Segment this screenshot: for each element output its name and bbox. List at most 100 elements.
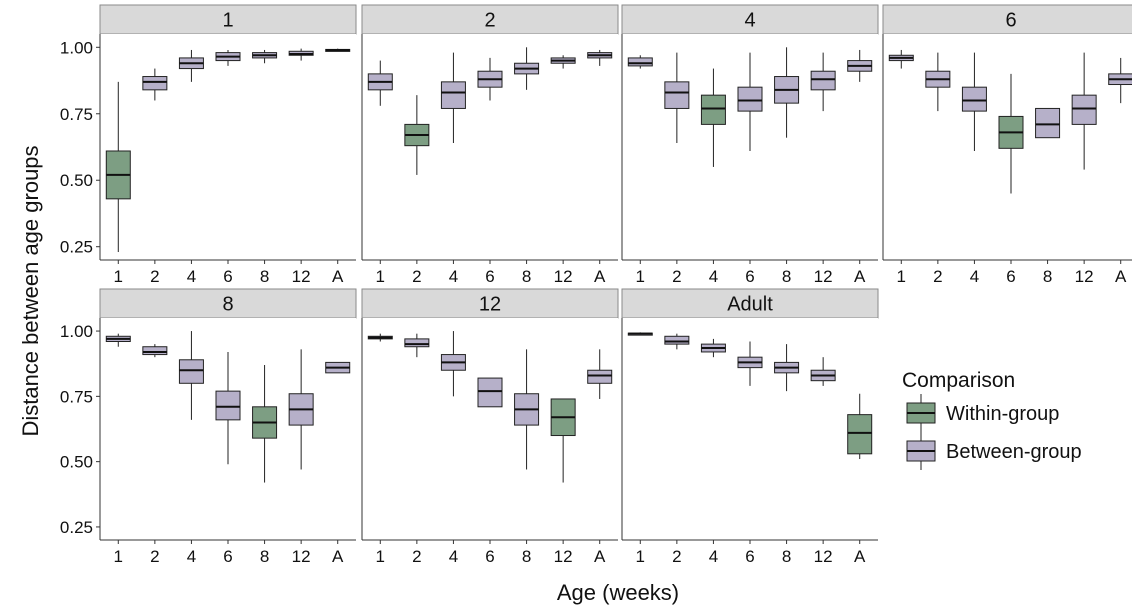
box-body: [700, 94, 726, 125]
box-body: [404, 338, 430, 348]
box-between: [105, 333, 131, 347]
x-tick-label: 8: [1043, 267, 1052, 286]
x-tick-label: 4: [709, 547, 718, 566]
facet-panel: 121 2 4 6 8 12 A: [361, 288, 619, 566]
x-tick-label: 4: [970, 267, 979, 286]
x-tick-label: 6: [745, 547, 754, 566]
facet-strip-label: 2: [484, 10, 495, 32]
box-within: [847, 393, 873, 460]
box-body: [1071, 94, 1097, 125]
box-between: [1108, 57, 1132, 104]
box-between: [440, 331, 466, 397]
x-tick-label: 12: [554, 547, 573, 566]
box-between: [961, 52, 987, 151]
box-between: [142, 344, 168, 358]
box-between: [215, 351, 241, 465]
facet-strip-label: 6: [1005, 10, 1016, 32]
box-body: [477, 377, 503, 408]
x-tick-label: 2: [672, 547, 681, 566]
facet-strip: [99, 4, 357, 35]
facet-strip-label: 4: [744, 10, 755, 32]
y-axis-title: Distance between age groups: [18, 145, 43, 436]
box-body: [215, 390, 241, 421]
x-tick-label: A: [854, 547, 866, 566]
facet-strip: [99, 288, 357, 319]
facet-strip-label: 8: [222, 294, 233, 316]
box-body: [178, 359, 204, 384]
x-tick-label: 6: [485, 547, 494, 566]
box-between: [888, 49, 914, 69]
box-between: [367, 60, 393, 106]
box-between: [550, 55, 576, 69]
facet-panel: 10.250.500.751.001 2 4 6 8 12 A: [60, 4, 357, 286]
box-body: [664, 335, 690, 345]
x-tick-label: 8: [782, 547, 791, 566]
box-within: [404, 95, 430, 175]
box-body: [810, 70, 836, 91]
box-body: [587, 369, 613, 384]
facet-panels: 10.250.500.751.001 2 4 6 8 12 A21 2 4 6 8 12 A41 2 4 6 8…: [60, 4, 1132, 566]
legend-label: Between-group: [946, 441, 1082, 463]
box-between: [440, 52, 466, 144]
x-tick-label: 2: [412, 267, 421, 286]
facet-strip: [882, 4, 1132, 35]
box-between: [178, 49, 204, 82]
box-between: [587, 49, 613, 66]
box-between: [514, 47, 540, 90]
legend-entry: Between-group: [906, 432, 1082, 470]
x-tick-label: 6: [1006, 267, 1015, 286]
y-tick-label: 0.25: [60, 238, 93, 257]
x-tick-label: 2: [933, 267, 942, 286]
x-tick-label: 1: [114, 547, 123, 566]
panel-background: [362, 318, 618, 540]
x-tick-label: 4: [187, 547, 196, 566]
x-tick-label: 8: [522, 547, 531, 566]
x-tick-label: 8: [782, 267, 791, 286]
box-body: [142, 346, 168, 356]
x-tick-label: 1: [636, 267, 645, 286]
box-between: [737, 52, 763, 151]
x-tick-label: 6: [485, 267, 494, 286]
x-tick-label: A: [594, 547, 606, 566]
box-body: [142, 76, 168, 91]
box-body: [737, 86, 763, 112]
facet-panel: 80.250.500.751.001 2 4 6 8 12 A: [60, 288, 357, 566]
box-between: [627, 332, 653, 336]
x-tick-label: A: [854, 267, 866, 286]
facet-strip-label: 1: [222, 10, 233, 32]
x-axis-title: Age (weeks): [557, 580, 679, 605]
x-tick-label: 2: [672, 267, 681, 286]
facet-panel: 61 2 4 6 8 12 A: [882, 4, 1132, 286]
legend-title: Comparison: [902, 369, 1015, 392]
legend-entry: Within-group: [906, 394, 1059, 432]
box-between: [514, 349, 540, 470]
y-tick-label: 0.50: [60, 453, 93, 472]
x-tick-label: 12: [1075, 267, 1094, 286]
x-tick-label: 4: [709, 267, 718, 286]
x-tick-label: 4: [187, 267, 196, 286]
box-between: [142, 68, 168, 101]
y-tick-label: 0.75: [60, 105, 93, 124]
box-between: [252, 49, 278, 64]
x-tick-label: 2: [150, 267, 159, 286]
x-tick-label: 6: [223, 267, 232, 286]
y-tick-label: 0.75: [60, 387, 93, 406]
x-tick-label: A: [1115, 267, 1127, 286]
box-between: [325, 361, 351, 374]
x-tick-label: 4: [449, 267, 458, 286]
x-tick-label: 6: [745, 267, 754, 286]
x-tick-label: 12: [292, 547, 311, 566]
x-tick-label: 1: [376, 547, 385, 566]
x-tick-label: 8: [260, 267, 269, 286]
box-between: [178, 331, 204, 420]
box-body: [440, 81, 466, 109]
box-between: [700, 338, 726, 358]
facet-strip-label: Adult: [727, 294, 773, 316]
facet-panel: 41 2 4 6 8 12 A: [621, 4, 879, 286]
y-tick-label: 1.00: [60, 38, 93, 57]
x-tick-label: 1: [114, 267, 123, 286]
box-between: [737, 341, 763, 386]
x-tick-label: 2: [412, 547, 421, 566]
facet-strip-label: 12: [479, 294, 501, 316]
